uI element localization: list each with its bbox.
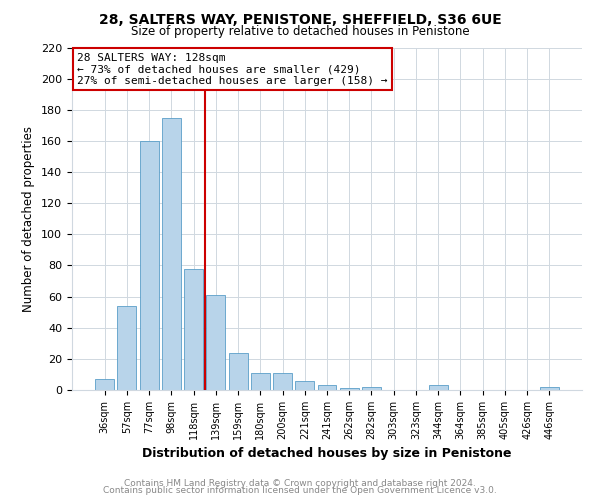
Text: 28 SALTERS WAY: 128sqm
← 73% of detached houses are smaller (429)
27% of semi-de: 28 SALTERS WAY: 128sqm ← 73% of detached… (77, 52, 388, 86)
Bar (140, 141, 158, 390)
X-axis label: Distribution of detached houses by size in Penistone: Distribution of detached houses by size … (142, 448, 512, 460)
Bar (95, 379, 114, 390)
Text: Contains public sector information licensed under the Open Government Licence v3: Contains public sector information licen… (103, 486, 497, 495)
Bar (540, 387, 559, 390)
Text: Contains HM Land Registry data © Crown copyright and database right 2024.: Contains HM Land Registry data © Crown c… (124, 478, 476, 488)
Bar (118, 306, 136, 390)
Text: 28, SALTERS WAY, PENISTONE, SHEFFIELD, S36 6UE: 28, SALTERS WAY, PENISTONE, SHEFFIELD, S… (98, 12, 502, 26)
Y-axis label: Number of detached properties: Number of detached properties (22, 126, 35, 312)
Bar (162, 118, 181, 390)
Bar (251, 373, 270, 390)
Bar (429, 386, 448, 390)
Bar (340, 388, 359, 390)
Bar (362, 387, 381, 390)
Text: Size of property relative to detached houses in Penistone: Size of property relative to detached ho… (131, 25, 469, 38)
Bar (273, 373, 292, 390)
Bar (317, 386, 337, 390)
Bar (206, 295, 225, 390)
Bar (184, 268, 203, 390)
Bar (295, 380, 314, 390)
Bar (229, 352, 248, 390)
